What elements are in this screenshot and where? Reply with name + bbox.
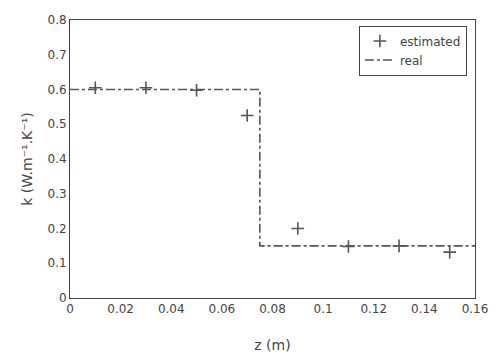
- svg-text:0.1: 0.1: [314, 302, 333, 316]
- svg-text:0.8: 0.8: [48, 13, 67, 27]
- svg-text:0.14: 0.14: [411, 302, 438, 316]
- svg-text:0.6: 0.6: [48, 83, 67, 97]
- svg-text:0.12: 0.12: [360, 302, 387, 316]
- svg-text:0.04: 0.04: [158, 302, 185, 316]
- svg-text:0.08: 0.08: [259, 302, 286, 316]
- svg-text:real: real: [400, 54, 423, 68]
- svg-text:0.3: 0.3: [48, 187, 67, 201]
- svg-text:z (m): z (m): [254, 337, 290, 353]
- svg-text:0.02: 0.02: [107, 302, 134, 316]
- svg-text:0.1: 0.1: [48, 256, 67, 270]
- svg-text:0.5: 0.5: [48, 117, 67, 131]
- svg-text:0.06: 0.06: [209, 302, 236, 316]
- svg-text:0.7: 0.7: [48, 48, 67, 62]
- svg-text:0: 0: [66, 302, 74, 316]
- svg-text:0.16: 0.16: [462, 302, 489, 316]
- svg-text:k (W.m⁻¹.K⁻¹): k (W.m⁻¹.K⁻¹): [19, 112, 35, 205]
- svg-text:0: 0: [59, 291, 67, 305]
- svg-text:estimated: estimated: [400, 35, 460, 49]
- svg-text:0.4: 0.4: [48, 152, 67, 166]
- svg-text:0.2: 0.2: [48, 222, 67, 236]
